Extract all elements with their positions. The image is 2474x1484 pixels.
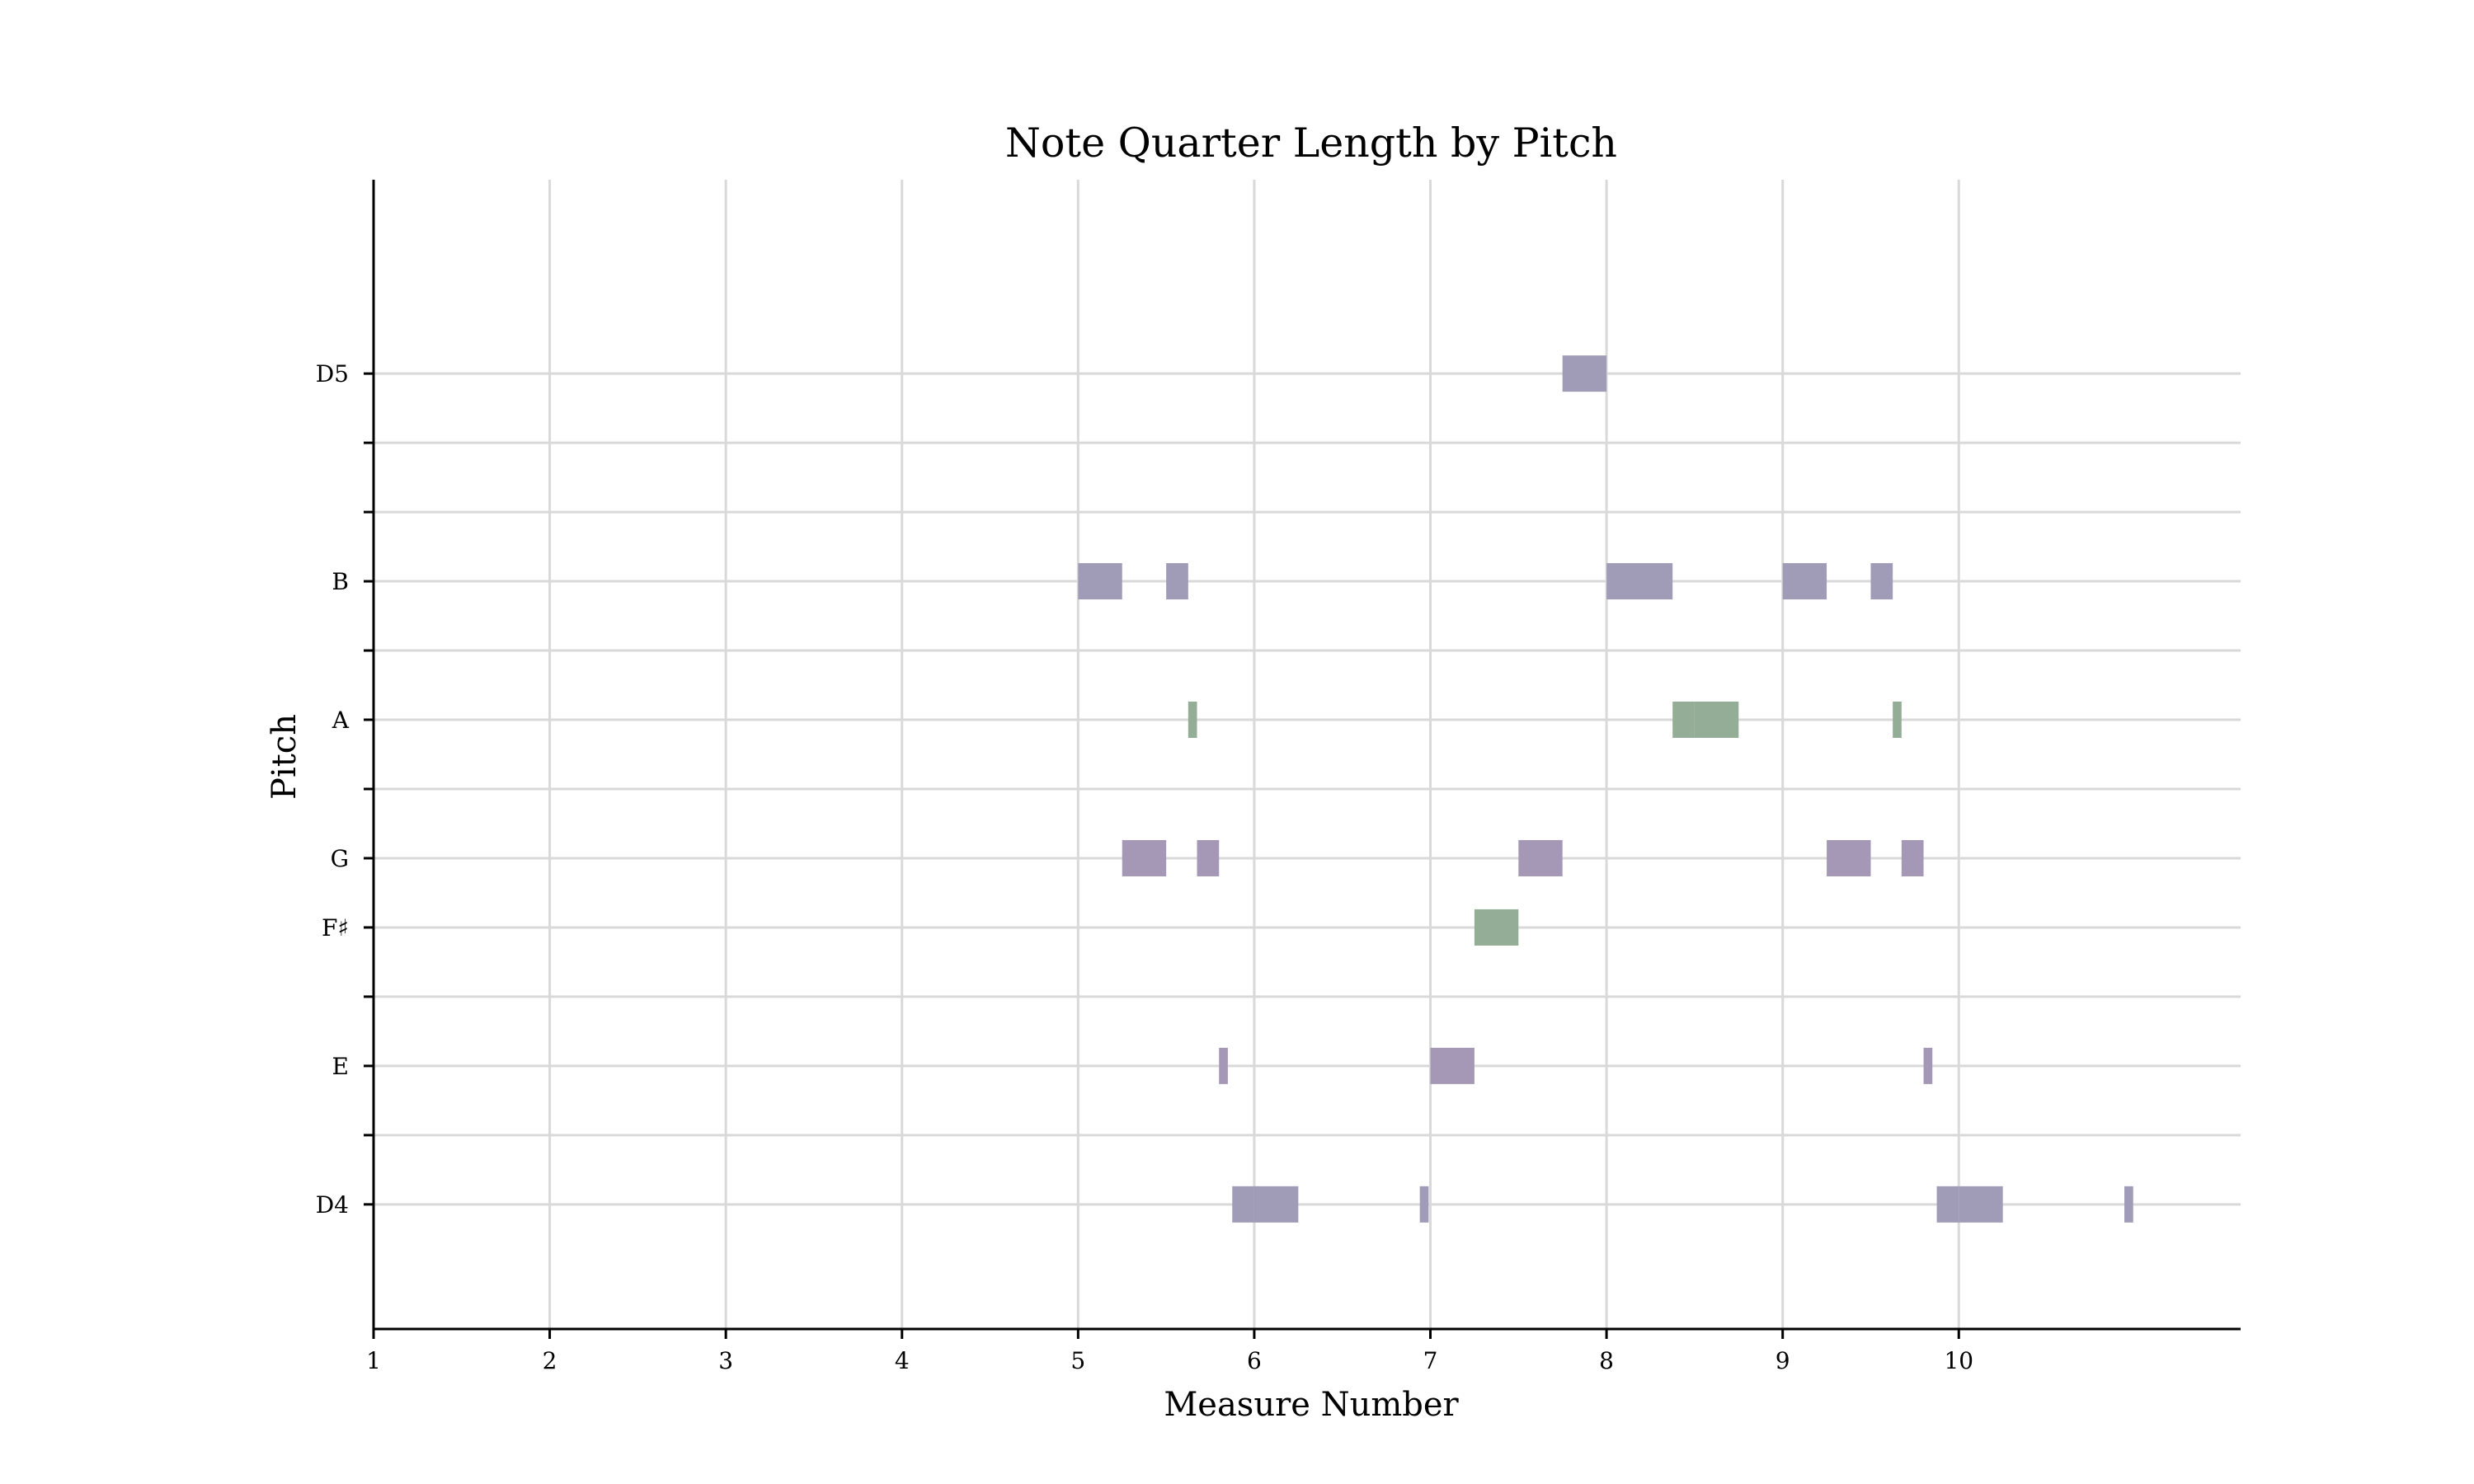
y-tick-label: B	[332, 568, 349, 595]
x-tick-label: 9	[1776, 1347, 1790, 1374]
x-tick-label: 8	[1599, 1347, 1614, 1374]
note-bar	[1694, 702, 1739, 739]
note-bar	[1782, 563, 1827, 600]
x-tick-label: 5	[1070, 1347, 1085, 1374]
y-tick-label: A	[332, 707, 350, 734]
note-bar	[1959, 1186, 2003, 1223]
x-tick-label: 10	[1944, 1347, 1973, 1374]
x-tick-label: 6	[1247, 1347, 1262, 1374]
note-bar	[1923, 1047, 1933, 1084]
note-bar	[1870, 563, 1893, 600]
y-axis-label: Pitch	[266, 714, 303, 800]
note-bar	[1419, 1186, 1429, 1223]
note-bar	[1827, 839, 1871, 876]
note-bar	[1518, 839, 1563, 876]
y-tick-label: E	[332, 1053, 349, 1080]
axes	[372, 180, 2241, 1331]
note-bar	[2124, 1186, 2133, 1223]
note-bar	[1672, 702, 1695, 739]
x-tick-label: 7	[1423, 1347, 1438, 1374]
note-bar	[1901, 839, 1924, 876]
y-tick-label: D5	[316, 360, 349, 387]
x-tick-label: 1	[366, 1347, 381, 1374]
y-tick-label: G	[331, 845, 349, 872]
note-bar	[1936, 1186, 1959, 1223]
note-bar	[1188, 702, 1197, 739]
note-bar	[1606, 563, 1673, 600]
note-bar	[1078, 563, 1122, 600]
note-bar	[1122, 839, 1167, 876]
x-axis-label: Measure Number	[1164, 1386, 1459, 1424]
note-bar	[1253, 1186, 1299, 1223]
note-bar	[1219, 1047, 1228, 1084]
y-tick-label: F♯	[322, 914, 349, 942]
note-bar	[1893, 702, 1902, 739]
y-tick-label: D4	[316, 1191, 349, 1219]
note-bar	[1562, 355, 1607, 392]
x-axis-ticks: 1 2 3 4 5 6 7 8 9 10	[366, 1329, 1973, 1374]
note-bar	[1197, 839, 1220, 876]
note-bars	[1078, 355, 2133, 1223]
x-tick-label: 4	[895, 1347, 910, 1374]
chart-title: Note Quarter Length by Pitch	[1005, 120, 1617, 167]
x-tick-label: 3	[718, 1347, 733, 1374]
x-tick-label: 2	[543, 1347, 557, 1374]
note-bar	[1166, 563, 1188, 600]
note-bar	[1474, 909, 1519, 946]
note-bar	[1232, 1186, 1254, 1223]
grid-lines	[374, 180, 2241, 1329]
y-axis-ticks: D4 E F♯ G A B D5	[316, 360, 374, 1219]
note-bar	[1430, 1047, 1475, 1084]
